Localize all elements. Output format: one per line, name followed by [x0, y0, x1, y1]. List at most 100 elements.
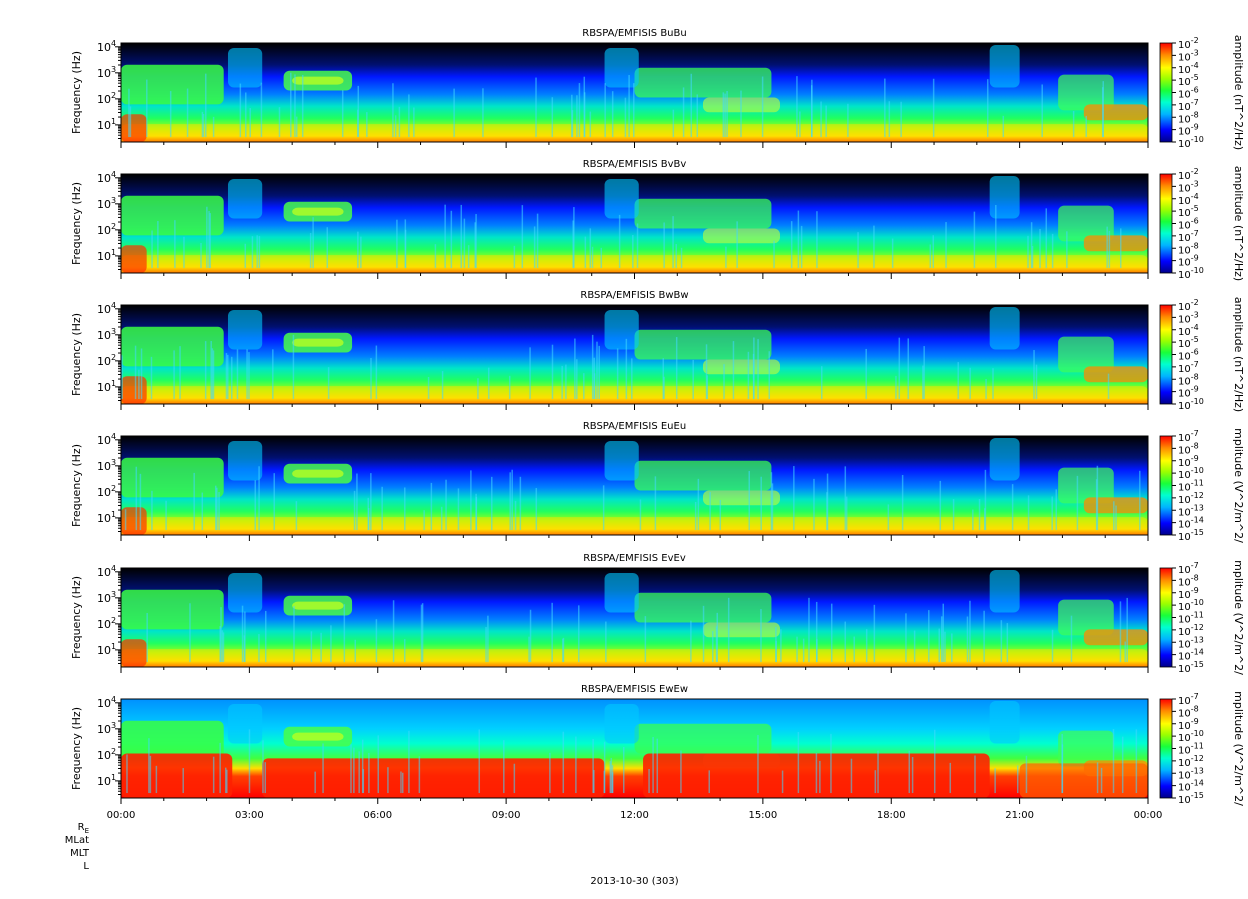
- spectral-streak: [528, 636, 530, 663]
- colorbar: [1159, 173, 1173, 274]
- spectral-streak: [529, 609, 532, 663]
- spectral-streak: [551, 97, 554, 138]
- spectral-streak: [218, 491, 220, 531]
- spectral-streak: [212, 116, 215, 138]
- spectral-feature: [604, 309, 639, 350]
- spectral-streak: [201, 492, 204, 531]
- spectral-streak: [427, 376, 430, 400]
- spectral-streak: [770, 472, 773, 531]
- x-tick-label: 21:00: [1005, 810, 1034, 821]
- colorbar-label: mplitude (V^2/m^2/: [1232, 691, 1245, 806]
- spectral-streak: [847, 103, 849, 138]
- spectral-feature: [121, 649, 1148, 661]
- spectral-streak: [179, 346, 181, 400]
- spectral-feature: [121, 639, 147, 667]
- spectral-streak: [295, 501, 298, 531]
- spectral-streak: [139, 473, 142, 531]
- x-tick-label: 09:00: [492, 810, 521, 821]
- y-tick-label: 103: [97, 590, 116, 605]
- spectral-streak: [816, 211, 818, 269]
- spectral-streak: [477, 378, 479, 400]
- spectral-streak: [628, 75, 630, 138]
- ephemeris-label: L: [83, 861, 89, 872]
- spectral-streak: [900, 101, 902, 138]
- spectral-feature: [121, 589, 224, 630]
- spectrogram-features: [121, 700, 1148, 798]
- spectral-streak: [773, 240, 775, 269]
- spectral-streak: [802, 638, 805, 663]
- y-tick-label: 104: [97, 170, 116, 185]
- spectral-streak: [400, 771, 402, 794]
- spectral-streak: [969, 600, 971, 663]
- spectral-streak: [361, 739, 364, 794]
- spectral-streak: [757, 735, 759, 794]
- colorbar-label: amplitude (nT^2/Hz): [1232, 297, 1245, 412]
- x-tick-label: 15:00: [748, 810, 777, 821]
- spectral-streak: [898, 337, 901, 400]
- x-tick-label: 03:00: [235, 810, 264, 821]
- spectral-streak: [295, 116, 298, 138]
- spectral-feature: [227, 178, 263, 219]
- spectral-streak: [830, 733, 832, 794]
- spectral-streak: [583, 92, 586, 138]
- spectral-streak: [944, 631, 946, 663]
- spectral-streak: [226, 769, 228, 794]
- spectral-streak: [248, 352, 250, 400]
- spectral-feature: [121, 517, 1148, 529]
- spectral-streak: [482, 88, 484, 138]
- spectral-streak: [165, 500, 167, 531]
- spectral-streak: [631, 358, 633, 400]
- spectral-streak: [146, 613, 148, 663]
- colorbar: [1159, 435, 1173, 536]
- spectral-streak: [632, 235, 634, 269]
- spectral-streak: [1017, 765, 1019, 794]
- spectral-streak: [887, 504, 890, 531]
- spectral-streak: [747, 351, 750, 400]
- spectral-streak: [816, 639, 818, 663]
- spectral-streak: [1033, 350, 1035, 400]
- spectral-streak: [589, 111, 592, 138]
- y-tick-label: 104: [97, 564, 116, 579]
- spectral-streak: [708, 770, 711, 794]
- spectral-streak: [722, 92, 725, 138]
- spectral-streak: [697, 478, 700, 531]
- spectral-streak: [511, 469, 513, 531]
- spectral-streak: [972, 509, 974, 531]
- spectral-streak: [301, 74, 304, 138]
- spectral-streak: [258, 235, 261, 269]
- spectral-streak: [565, 364, 567, 400]
- spectral-streak: [368, 752, 370, 794]
- spectral-streak: [690, 620, 692, 663]
- panel-title: RBSPA/EMFISIS EvEv: [583, 553, 686, 564]
- spectral-feature: [292, 469, 344, 478]
- spectral-streak: [857, 232, 859, 269]
- colorbar-label: mplitude (V^2/m^2/: [1232, 560, 1245, 675]
- spectral-streak: [592, 738, 594, 794]
- spectral-streak: [663, 376, 665, 400]
- spectral-streak: [529, 347, 531, 400]
- spectral-streak: [514, 500, 517, 531]
- spectral-streak: [928, 610, 930, 663]
- spectral-feature: [292, 338, 344, 347]
- spectral-streak: [322, 743, 324, 794]
- y-tick-label: 102: [97, 747, 116, 762]
- spectral-streak: [341, 90, 344, 138]
- colorbar-label: mplitude (V^2/m^2/: [1232, 428, 1245, 543]
- spectral-streak: [408, 730, 410, 794]
- spectral-feature: [989, 569, 1020, 613]
- spectral-streak: [401, 772, 404, 794]
- spectral-streak: [905, 613, 907, 663]
- y-tick-label: 103: [97, 65, 116, 80]
- spectral-streak: [148, 738, 150, 794]
- spectral-streak: [709, 491, 711, 531]
- spectral-streak: [895, 375, 897, 400]
- spectral-streak: [1106, 226, 1108, 269]
- spectral-feature: [121, 376, 147, 404]
- spectral-streak: [209, 213, 211, 269]
- spectral-streak: [536, 213, 539, 269]
- spectral-feature: [1019, 763, 1148, 798]
- spectral-streak: [932, 78, 935, 138]
- spectral-streak: [604, 83, 606, 138]
- spectral-streak: [1119, 228, 1122, 269]
- spectral-streak: [193, 472, 195, 531]
